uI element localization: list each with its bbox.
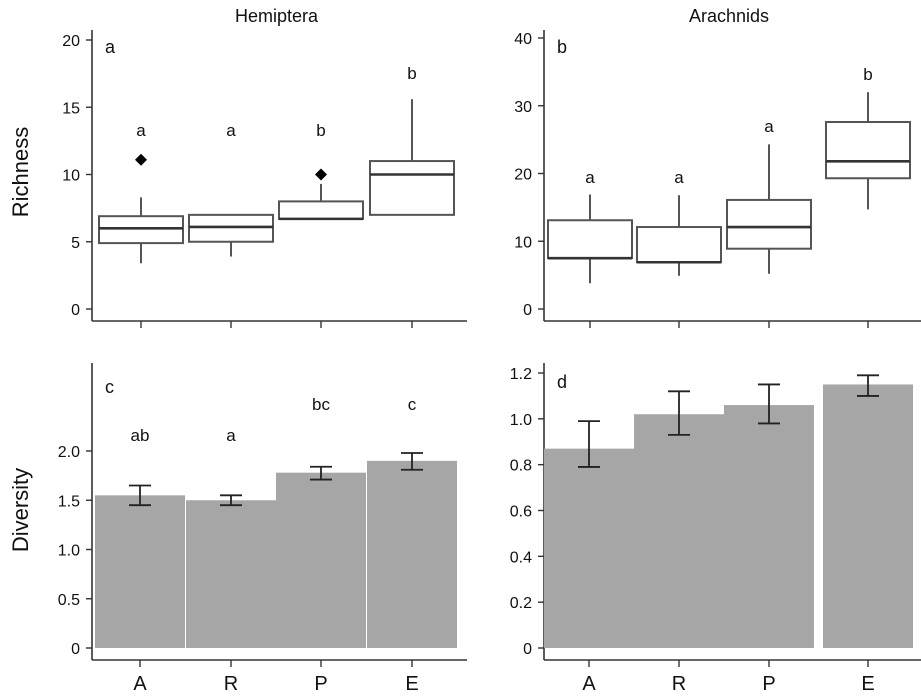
y-tick-label: 15 bbox=[62, 100, 80, 117]
bar bbox=[823, 384, 913, 648]
significance-letter: a bbox=[226, 121, 236, 140]
y-tick-label: 0.6 bbox=[510, 504, 532, 521]
y-tick-label: 1.0 bbox=[58, 543, 80, 560]
significance-letter: a bbox=[764, 117, 774, 136]
y-tick-label: 5 bbox=[71, 235, 80, 252]
bar bbox=[544, 448, 634, 648]
y-tick-label: 2.0 bbox=[58, 444, 80, 461]
y-tick-label: 0 bbox=[71, 641, 80, 658]
y-tick-label: 0 bbox=[71, 302, 80, 319]
significance-letter: b bbox=[863, 65, 872, 84]
y-tick-label: 1.5 bbox=[58, 493, 80, 510]
panel-label: d bbox=[557, 372, 567, 392]
box-iqr bbox=[188, 213, 274, 243]
y-tick-label: 0 bbox=[523, 641, 532, 658]
outlier-point bbox=[135, 153, 147, 166]
row-label-richness: Richness bbox=[8, 127, 33, 217]
y-tick-label: 20 bbox=[62, 33, 80, 50]
x-tick-label: R bbox=[672, 673, 686, 695]
significance-letter: c bbox=[408, 395, 417, 414]
panel-label: a bbox=[105, 37, 116, 57]
y-tick-label: 0.4 bbox=[510, 549, 532, 566]
y-tick-label: 40 bbox=[514, 31, 532, 48]
x-tick-label: E bbox=[405, 673, 418, 695]
significance-letter: b bbox=[407, 64, 416, 83]
bar bbox=[367, 460, 457, 648]
y-tick-label: 0.2 bbox=[510, 595, 532, 612]
panel-a-hemiptera-richness: Hemiptera a 0 5 10 15 20 a a b b bbox=[62, 6, 467, 328]
bar bbox=[724, 405, 814, 648]
y-tick-label: 0.8 bbox=[510, 458, 532, 475]
significance-letter: bc bbox=[312, 395, 330, 414]
panel-c-hemiptera-diversity: c 0 0.5 1.0 1.5 2.0 A R P Eab a bc c bbox=[58, 363, 467, 695]
y-tick-label: 10 bbox=[514, 234, 532, 251]
x-tick-label: P bbox=[314, 673, 327, 695]
y-tick-label: 10 bbox=[62, 168, 80, 185]
x-tick-label: E bbox=[861, 673, 874, 695]
x-tick-label: A bbox=[133, 673, 147, 695]
box-iqr bbox=[726, 198, 812, 250]
box-iqr bbox=[636, 226, 722, 264]
significance-letter: a bbox=[674, 168, 684, 187]
y-tick-label: 0 bbox=[523, 302, 532, 319]
box-iqr bbox=[825, 121, 911, 180]
y-tick-label: 30 bbox=[514, 99, 532, 116]
panel-b-arachnids-richness: Arachnids b 0 10 20 30 40 a a a b bbox=[514, 6, 921, 328]
significance-letter: a bbox=[136, 121, 146, 140]
x-tick-label: A bbox=[582, 673, 596, 695]
panel-label: c bbox=[105, 377, 114, 397]
box-iqr bbox=[98, 215, 184, 245]
panel-title: Hemiptera bbox=[235, 6, 319, 26]
box-iqr bbox=[369, 160, 455, 216]
significance-letter: a bbox=[226, 426, 236, 445]
outlier-point bbox=[315, 168, 327, 181]
y-tick-label: 0.5 bbox=[58, 592, 80, 609]
bar bbox=[634, 414, 724, 648]
y-tick-label: 1.2 bbox=[510, 366, 532, 383]
bar bbox=[186, 500, 276, 648]
bar bbox=[95, 495, 185, 648]
box-iqr bbox=[547, 219, 633, 260]
y-tick-label: 20 bbox=[514, 167, 532, 184]
significance-letter: a bbox=[585, 168, 595, 187]
panel-label: b bbox=[557, 37, 567, 57]
panel-d-arachnids-diversity: d 0 0.2 0.4 0.6 0.8 1.0 1.2 A R P E bbox=[510, 363, 921, 695]
box-iqr bbox=[278, 200, 364, 220]
bar bbox=[276, 472, 366, 648]
y-tick-label: 1.0 bbox=[510, 412, 532, 429]
x-tick-label: R bbox=[224, 673, 238, 695]
significance-letter: b bbox=[316, 121, 325, 140]
significance-letter: ab bbox=[131, 426, 150, 445]
x-tick-label: P bbox=[762, 673, 775, 695]
panel-title: Arachnids bbox=[689, 6, 769, 26]
row-label-diversity: Diversity bbox=[8, 468, 33, 552]
